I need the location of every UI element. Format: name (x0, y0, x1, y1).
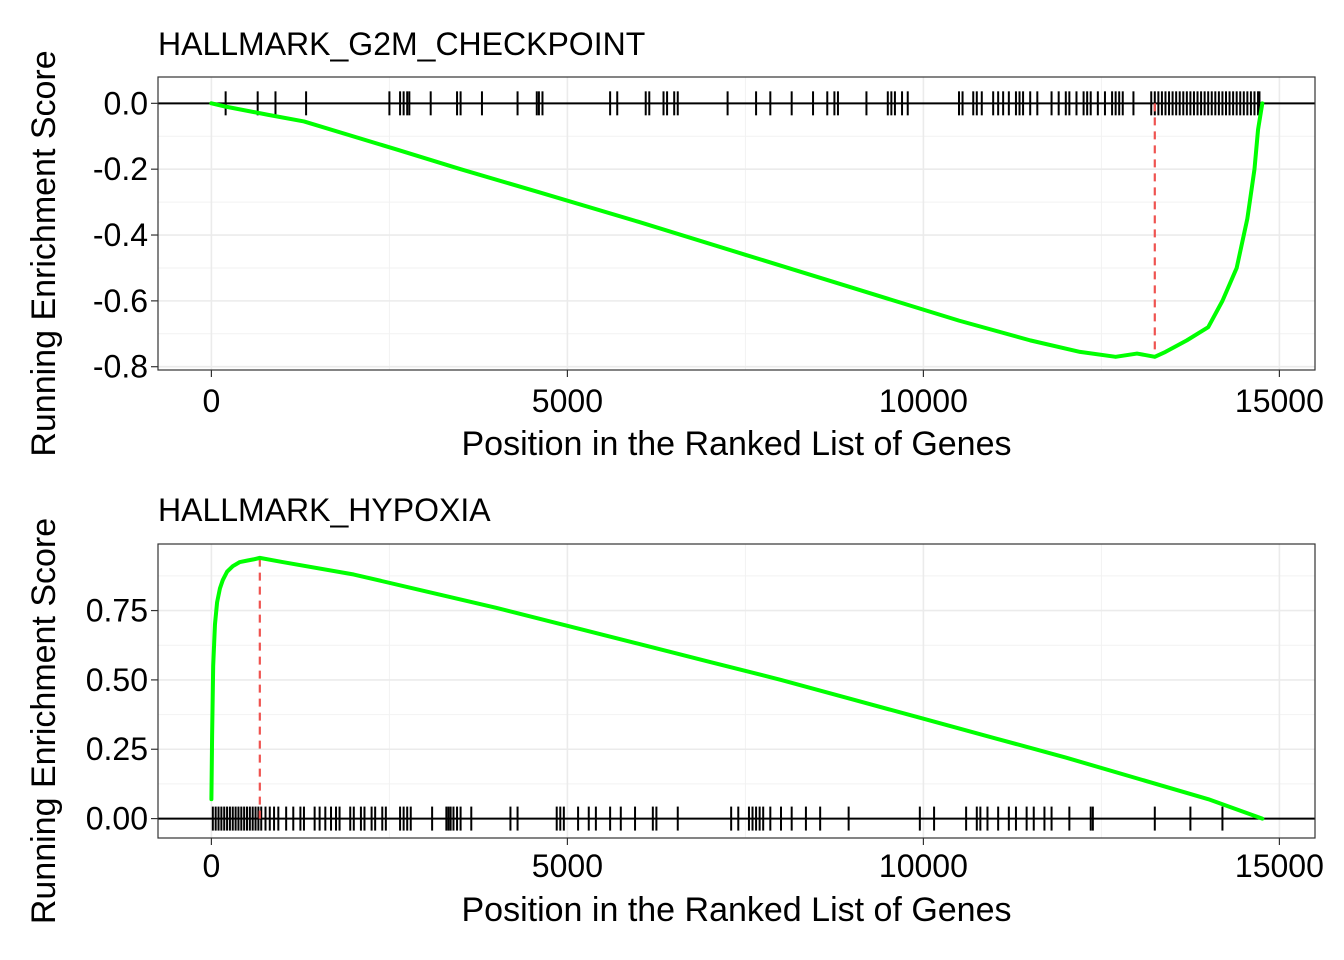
x-axis-label: Position in the Ranked List of Genes (462, 891, 1012, 929)
y-tick-label: 0.75 (86, 593, 148, 629)
y-tick-label: -0.6 (93, 283, 148, 319)
x-tick-label: 15000 (1235, 383, 1324, 419)
x-tick-label: 0 (203, 848, 221, 884)
y-tick-label: 0.50 (86, 662, 148, 698)
gene-hit-ticks (211, 806, 1224, 831)
plot-background (158, 544, 1315, 838)
y-tick-label: 0.00 (86, 801, 148, 837)
y-tick-label: -0.8 (93, 349, 148, 385)
x-tick-label: 15000 (1235, 848, 1324, 884)
chart-title: HALLMARK_HYPOXIA (158, 492, 491, 528)
plot-background (158, 77, 1315, 370)
x-axis-label: Position in the Ranked List of Genes (462, 425, 1012, 463)
chart-panel-2: 0 5000 10000 15000 0.00 0.25 0.50 0.75 HALLMARK_… (25, 492, 1324, 929)
chart-title: HALLMARK_G2M_CHECKPOINT (158, 26, 645, 62)
y-tick-label: -0.2 (93, 151, 148, 187)
y-tick-label: -0.4 (93, 217, 148, 253)
x-tick-label: 5000 (532, 383, 603, 419)
enrichment-score-line (209, 101, 1265, 359)
y-axis-label: Running Enrichment Score (25, 50, 63, 456)
y-axis-label: Running Enrichment Score (25, 518, 63, 924)
plot-border (157, 543, 1316, 839)
plot-border (157, 76, 1316, 371)
x-tick-label: 10000 (879, 848, 968, 884)
y-tick-label: 0.25 (86, 731, 148, 767)
chart-panel-1: 0 5000 10000 15000 0.0 -0.2 -0.4 -0.6 -0.8 HALLMA… (25, 26, 1324, 463)
x-tick-label: 0 (203, 383, 221, 419)
gene-hit-ticks (224, 91, 1261, 116)
y-tick-label: 0.0 (104, 85, 148, 121)
enrichment-score-line (209, 555, 1265, 821)
x-tick-label: 10000 (879, 383, 968, 419)
x-tick-label: 5000 (532, 848, 603, 884)
